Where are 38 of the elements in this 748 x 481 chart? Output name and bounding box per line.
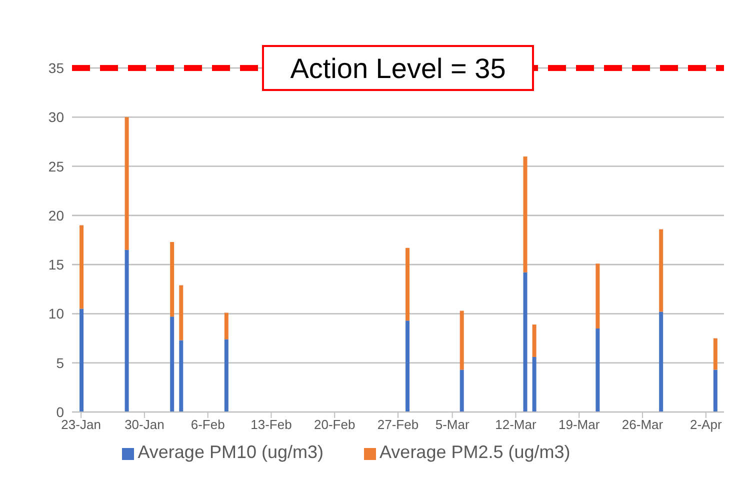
bar: [170, 316, 174, 412]
y-tick-label: 25: [48, 158, 64, 174]
bar: [713, 338, 718, 370]
bar: [179, 340, 184, 412]
bar: [224, 339, 228, 412]
y-tick-label: 30: [48, 109, 64, 126]
bar: [659, 229, 664, 312]
x-tick-label: 12-Mar: [495, 417, 537, 432]
legend-label: Average PM10 (ug/m3): [138, 442, 324, 462]
bar: [80, 225, 84, 309]
x-tick-label: 20-Feb: [314, 417, 356, 432]
x-tick-label: 2-Apr: [690, 417, 722, 432]
bar: [124, 117, 129, 250]
bar: [179, 285, 184, 340]
y-tick-label: 5: [56, 354, 64, 371]
x-tick-label: 19-Mar: [558, 417, 600, 432]
x-tick-label: 30-Jan: [124, 417, 164, 432]
bar: [659, 312, 664, 412]
bar: [596, 328, 600, 412]
x-tick-label: 26-Mar: [622, 417, 664, 432]
ref-line-label: Action Level = 35: [290, 53, 506, 84]
y-tick-label: 0: [56, 404, 64, 420]
bar: [713, 370, 718, 412]
x-tick-label: 5-Mar: [435, 417, 470, 432]
x-tick-label: 6-Feb: [190, 417, 225, 432]
x-tick-label: 13-Feb: [250, 417, 292, 432]
y-tick-label: 10: [48, 306, 64, 322]
y-tick-label: 15: [48, 256, 64, 273]
bar: [224, 312, 228, 340]
bar: [124, 250, 129, 412]
bar: [80, 308, 84, 412]
y-tick-label: 35: [48, 60, 64, 76]
bar: [170, 242, 174, 317]
x-tick-label: 27-Feb: [377, 417, 419, 432]
x-tick-label: 23-Jan: [61, 417, 101, 432]
bar: [596, 264, 600, 328]
y-tick-label: 20: [48, 207, 64, 224]
legend-label: Average PM2.5 (ug/m3): [380, 442, 570, 462]
